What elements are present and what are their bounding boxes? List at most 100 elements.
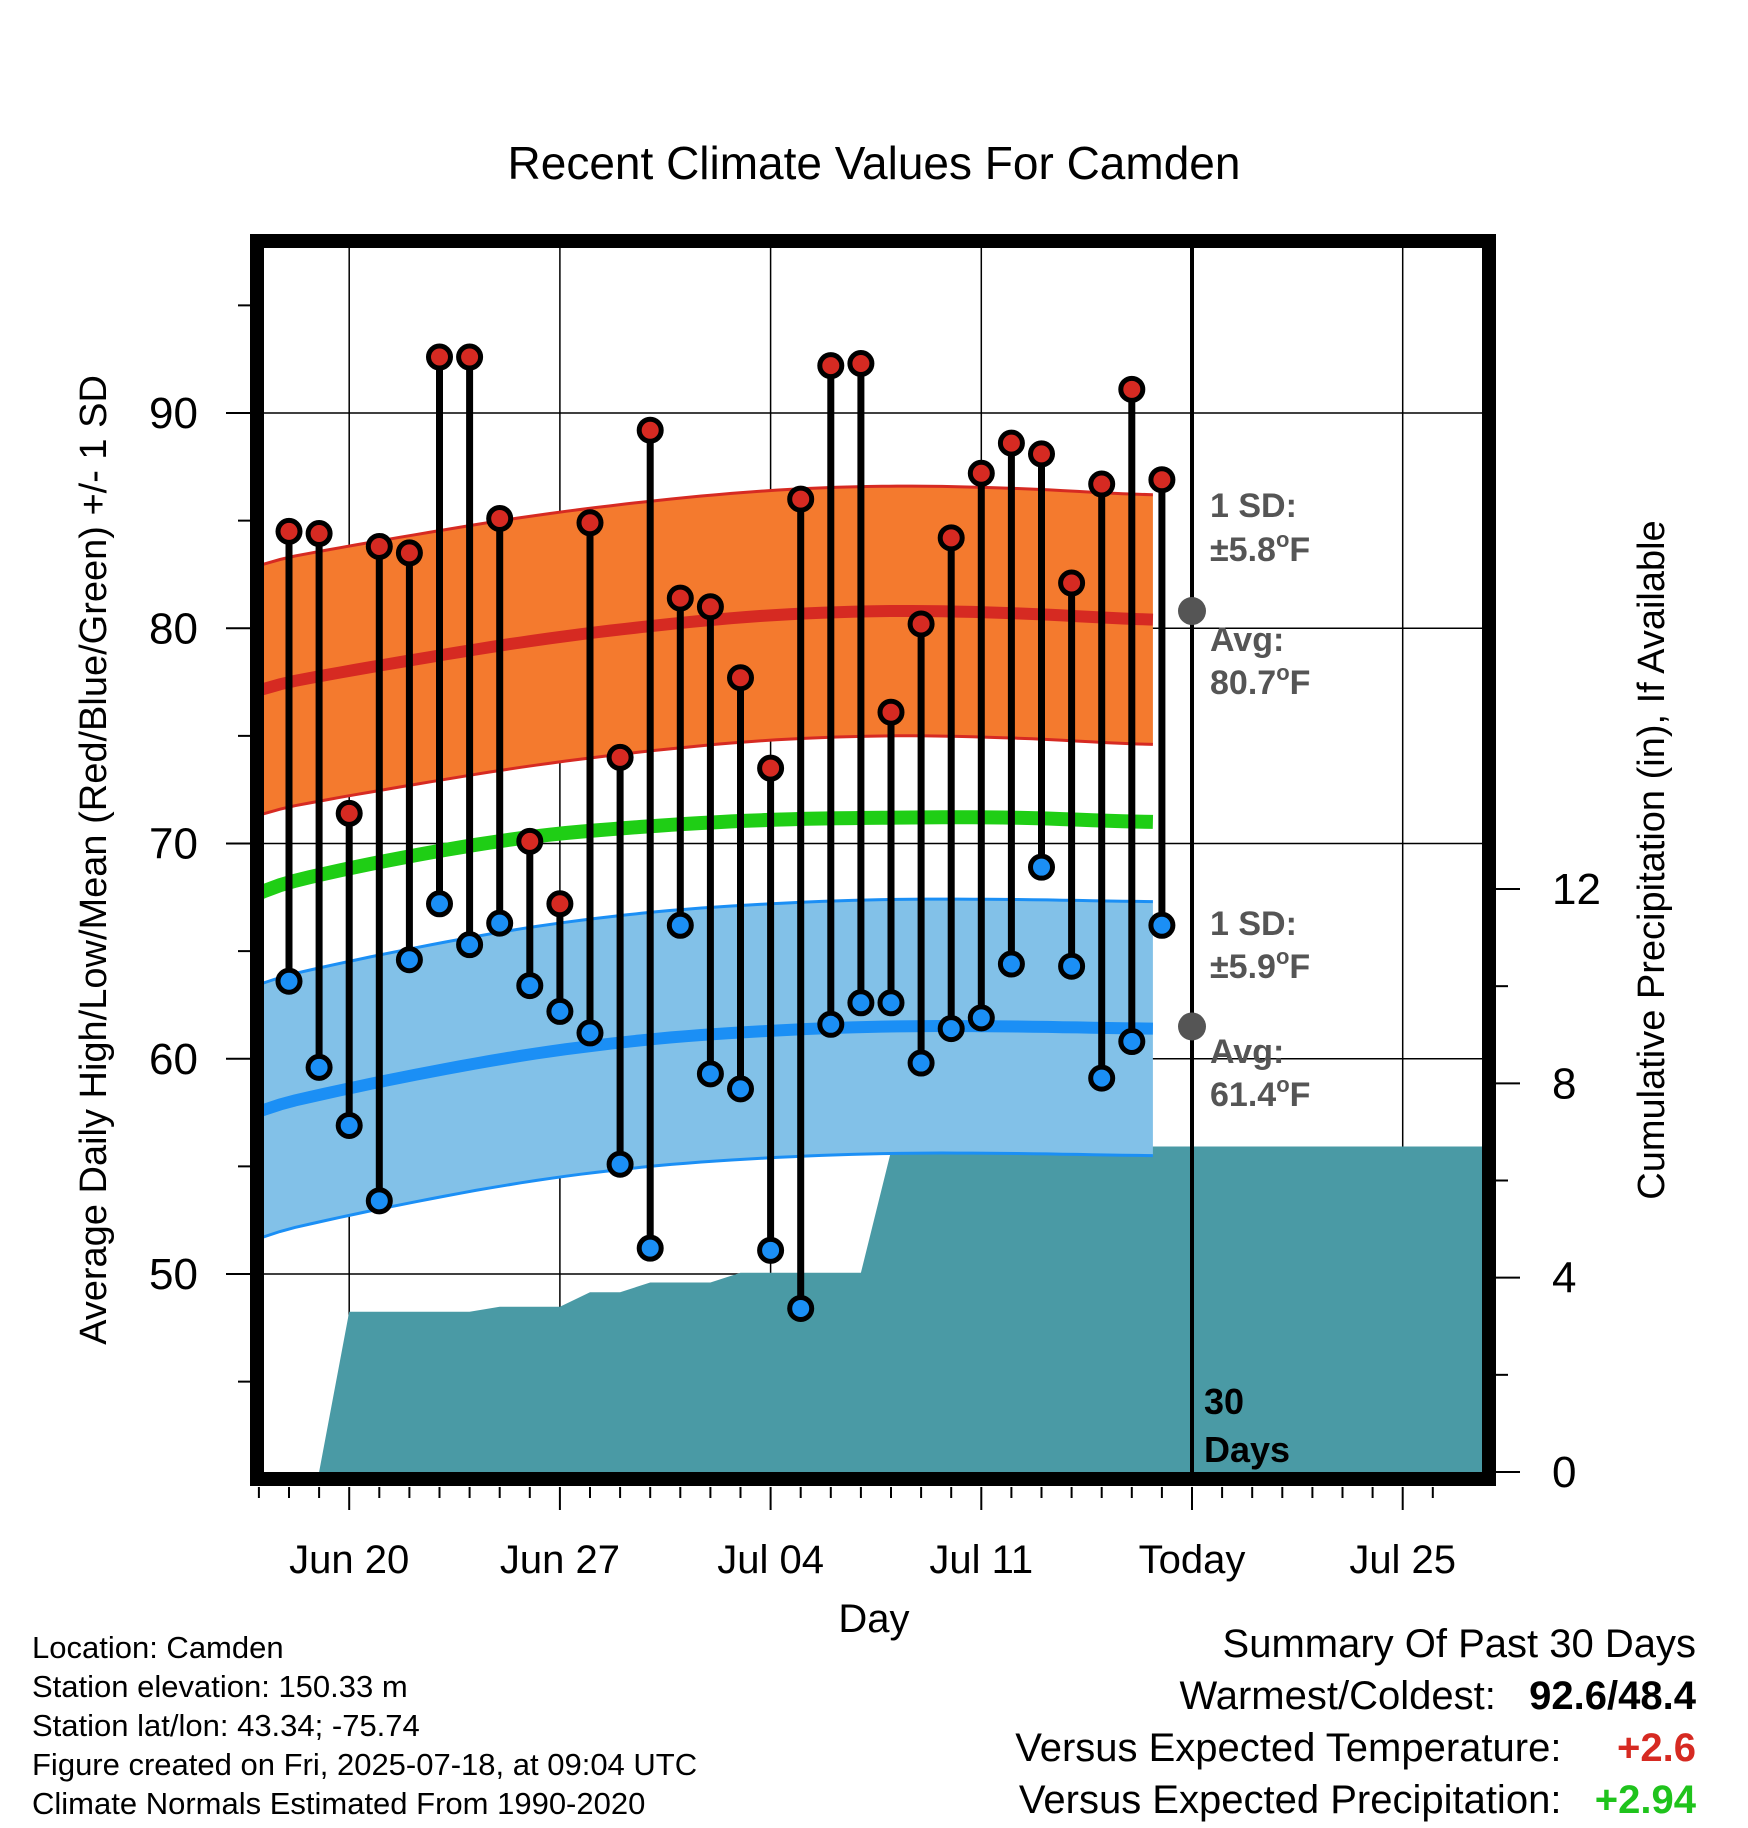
footer-elevation: Station elevation: 150.33 m bbox=[32, 1669, 408, 1704]
y2-axis-title: Cumulative Precipitation (in), If Availa… bbox=[1631, 520, 1673, 1199]
low-point bbox=[395, 946, 423, 974]
high-point bbox=[335, 799, 363, 827]
x-tick-label: Jul 04 bbox=[717, 1538, 824, 1582]
low-point bbox=[1148, 911, 1176, 939]
high-point bbox=[997, 429, 1025, 457]
footer-normals: Climate Normals Estimated From 1990-2020 bbox=[32, 1786, 646, 1821]
footer-location: Location: Camden bbox=[32, 1630, 284, 1665]
high-point bbox=[1028, 440, 1055, 468]
high-sd-value: ±5.8oF bbox=[1210, 527, 1310, 569]
chart-title: Recent Climate Values For Camden bbox=[508, 137, 1241, 189]
high-point bbox=[666, 584, 694, 612]
summary-temp-value: +2.6 bbox=[1617, 1726, 1696, 1770]
x-tick-label: Jun 27 bbox=[500, 1538, 620, 1582]
high-point bbox=[727, 664, 754, 692]
summary-title: Summary Of Past 30 Days bbox=[1222, 1622, 1696, 1666]
high-point bbox=[636, 416, 664, 444]
low-point bbox=[817, 1010, 845, 1038]
low-point bbox=[456, 931, 484, 959]
footer-latlon: Station lat/lon: 43.34; -75.74 bbox=[32, 1708, 420, 1743]
low-point bbox=[696, 1060, 724, 1088]
normal-high-line bbox=[264, 605, 1154, 696]
y2-tick-label: 8 bbox=[1552, 1059, 1576, 1108]
y-tick-label: 90 bbox=[149, 389, 198, 438]
low-point bbox=[576, 1019, 604, 1047]
low-point bbox=[516, 972, 544, 1000]
high-point bbox=[937, 524, 965, 552]
low-point bbox=[275, 967, 303, 995]
high-point bbox=[787, 485, 815, 513]
high-point bbox=[486, 504, 514, 532]
normal-low-today-marker bbox=[1178, 1012, 1206, 1041]
high-point bbox=[1058, 569, 1086, 597]
low-point bbox=[1028, 853, 1055, 881]
high-point bbox=[305, 520, 333, 548]
plot-frame bbox=[250, 234, 1496, 1486]
y-tick-label: 50 bbox=[149, 1250, 198, 1299]
daily-bars bbox=[275, 343, 1176, 1322]
high-point bbox=[757, 754, 785, 782]
x-tick-label: Jul 11 bbox=[929, 1538, 1033, 1582]
precip-area bbox=[289, 1146, 1482, 1472]
low-point bbox=[1118, 1028, 1146, 1056]
low-avg-label: Avg: bbox=[1210, 1033, 1284, 1071]
low-point bbox=[847, 989, 875, 1017]
high-sd-label: 1 SD: bbox=[1210, 487, 1297, 525]
high-point bbox=[275, 517, 303, 545]
low-point bbox=[666, 911, 694, 939]
high-point bbox=[907, 610, 935, 638]
high-avg-label: Avg: bbox=[1210, 621, 1284, 659]
high-point bbox=[847, 349, 875, 377]
summary-warm-cold-label: Warmest/Coldest: bbox=[1179, 1674, 1496, 1718]
summary-warm-cold: Warmest/Coldest: 92.6/48.4 bbox=[1179, 1674, 1696, 1719]
high-point bbox=[546, 890, 574, 918]
low-point bbox=[426, 890, 453, 918]
high-point bbox=[967, 459, 995, 487]
low-point bbox=[546, 997, 574, 1025]
low-band-lower-edge bbox=[264, 1151, 1153, 1239]
high-point bbox=[1088, 470, 1116, 498]
low-point bbox=[606, 1150, 634, 1178]
y2-tick-label: 0 bbox=[1552, 1448, 1576, 1497]
high-point bbox=[1118, 375, 1146, 403]
high-point bbox=[817, 352, 845, 380]
x-axis-title: Day bbox=[838, 1597, 909, 1641]
low-sd-label: 1 SD: bbox=[1210, 905, 1297, 943]
normal-high-today-marker bbox=[1178, 597, 1206, 626]
high-point bbox=[426, 343, 453, 371]
x-tick-label: Jul 25 bbox=[1349, 1538, 1456, 1582]
high-band-upper-edge bbox=[264, 484, 1153, 566]
x-tick-label: Jun 20 bbox=[289, 1538, 409, 1582]
high-point bbox=[456, 343, 484, 371]
low-sd-value: ±5.9oF bbox=[1210, 944, 1310, 986]
high-point bbox=[395, 539, 423, 567]
high-avg-value: 80.7oF bbox=[1210, 660, 1310, 702]
high-point bbox=[516, 827, 544, 855]
high-point bbox=[576, 509, 604, 537]
summary-warm-cold-value: 92.6/48.4 bbox=[1529, 1674, 1696, 1718]
high-point bbox=[1148, 466, 1176, 494]
low-point bbox=[335, 1111, 363, 1139]
x-tick-label: Today bbox=[1139, 1538, 1246, 1582]
y-tick-label: 80 bbox=[149, 604, 198, 653]
summary-precip-value: +2.94 bbox=[1594, 1778, 1696, 1822]
y-axis-title: Average Daily High/Low/Mean (Red/Blue/Gr… bbox=[73, 375, 115, 1345]
low-point bbox=[727, 1075, 754, 1103]
low-point bbox=[877, 989, 905, 1017]
low-point bbox=[1088, 1064, 1116, 1092]
low-point bbox=[967, 1004, 995, 1032]
high-point bbox=[877, 698, 905, 726]
low-point bbox=[365, 1187, 393, 1215]
low-point bbox=[1058, 952, 1086, 980]
summary-precip-label: Versus Expected Precipitation: bbox=[1018, 1778, 1562, 1822]
y-tick-label: 70 bbox=[149, 820, 198, 869]
low-point bbox=[787, 1294, 815, 1322]
footer-created: Figure created on Fri, 2025-07-18, at 09… bbox=[32, 1747, 698, 1782]
summary-precip: Versus Expected Precipitation: +2.94 bbox=[1019, 1778, 1696, 1823]
low-point bbox=[757, 1236, 785, 1264]
high-point bbox=[696, 593, 724, 621]
high-point bbox=[365, 532, 393, 560]
high-point bbox=[606, 743, 634, 771]
low-avg-value: 61.4oF bbox=[1210, 1072, 1310, 1114]
